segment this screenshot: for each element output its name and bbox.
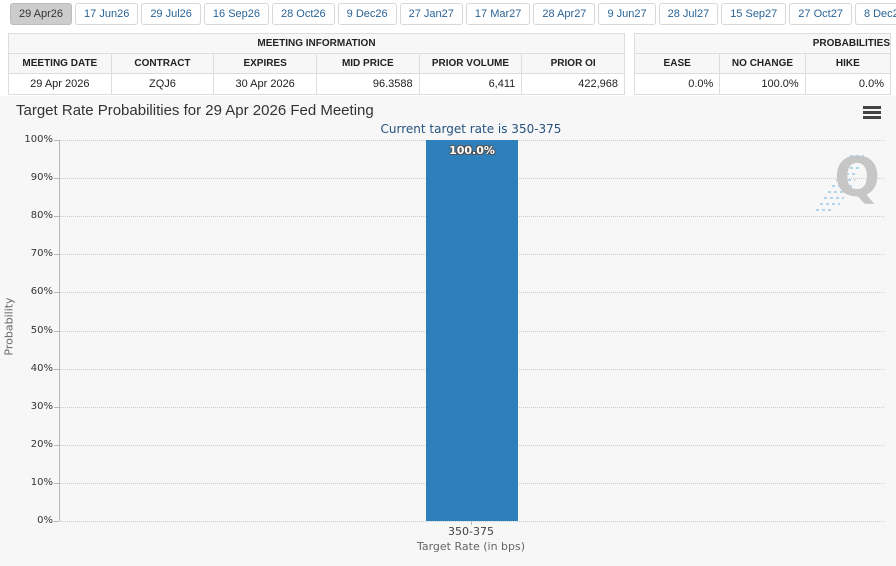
x-category-label-350-375: 350-375 <box>448 525 494 538</box>
chart-title: Target Rate Probabilities for 29 Apr 202… <box>16 102 374 119</box>
y-tick-mark <box>54 521 59 522</box>
tab-17-mar27[interactable]: 17 Mar27 <box>465 3 531 25</box>
probabilities-table: PROBABILITIES EASE NO CHANGE HIKE 0.0% 100.… <box>633 33 892 95</box>
meeting-information-cell-0: 29 Apr 2026 <box>8 73 112 95</box>
y-tick-mark <box>54 254 59 256</box>
y-tick-label-40%: 40% <box>30 362 53 374</box>
y-tick-mark <box>54 178 59 180</box>
y-tick-label-0%: 0% <box>37 515 53 526</box>
y-tick-mark <box>54 216 59 218</box>
meeting-information-cell-5: 422,968 <box>521 73 625 95</box>
y-tick-label-100%: 100% <box>24 134 53 145</box>
meeting-information-header-4: PRIOR VOLUME <box>418 53 523 74</box>
meeting-information-cell-4: 6,411 <box>418 73 523 95</box>
meeting-information-cell-1: ZQJ6 <box>110 73 215 95</box>
bar-value-label: 100.0% <box>449 144 495 157</box>
meeting-information-header-1: CONTRACT <box>110 53 215 74</box>
meeting-information-cell-3: 96.3588 <box>315 73 420 95</box>
y-tick-label-30%: 30% <box>30 400 53 412</box>
y-tick-mark <box>54 406 59 408</box>
tab-28-jul27[interactable]: 28 Jul27 <box>658 3 719 25</box>
probabilities-row: 0.0% 100.0% 0.0% <box>633 73 892 95</box>
meeting-date-tabs: 29 Apr26 17 Jun26 29 Jul26 16 Sep26 28 Oct26… <box>10 3 896 25</box>
probabilities-cell-0: 0.0% <box>633 73 721 95</box>
tab-28-apr27[interactable]: 28 Apr27 <box>533 3 596 25</box>
tab-9-jun27[interactable]: 9 Jun27 <box>598 3 656 25</box>
summary-tables: MEETING INFORMATION MEETING DATE CONTRACT… <box>8 33 892 95</box>
probabilities-title: PROBABILITIES <box>634 33 891 54</box>
meeting-information-header-5: PRIOR OI <box>521 53 625 74</box>
tab-17-jun26[interactable]: 17 Jun26 <box>75 3 139 25</box>
tab-15-sep27[interactable]: 15 Sep27 <box>721 3 787 25</box>
y-tick-mark <box>54 368 59 370</box>
hamburger-menu-icon[interactable] <box>862 105 882 121</box>
y-tick-mark <box>54 482 59 484</box>
meeting-information-table: MEETING INFORMATION MEETING DATE CONTRACT… <box>8 33 625 95</box>
meeting-information-row: 29 Apr 2026 ZQJ6 30 Apr 2026 96.3588 6,411 42… <box>8 73 625 95</box>
y-tick-mark <box>54 444 59 446</box>
tab-16-sep26[interactable]: 16 Sep26 <box>203 3 270 25</box>
y-tick-mark <box>54 330 59 332</box>
target-rate-probability-chart: Target Rate Probabilities for 29 Apr 202… <box>0 96 896 566</box>
y-tick-label-50%: 50% <box>30 324 53 336</box>
probabilities-cell-2: 0.0% <box>804 73 892 95</box>
chart-subtitle: Current target rate is 350-375 <box>380 122 562 136</box>
meeting-information-title: MEETING INFORMATION <box>8 33 625 54</box>
probabilities-columns: EASE NO CHANGE HIKE <box>633 53 892 74</box>
tab-29-apr26[interactable]: 29 Apr26 <box>10 3 73 25</box>
probabilities-header-1: NO CHANGE <box>719 53 806 74</box>
probabilities-header-2: HIKE <box>804 53 892 74</box>
tab-8-dec27[interactable]: 8 Dec27 <box>854 3 896 25</box>
x-axis-title: Target Rate (in bps) <box>416 540 526 553</box>
y-tick-label-90%: 90% <box>30 172 53 184</box>
x-axis-category-labels: 350-375 <box>59 525 883 538</box>
y-tick-label-80%: 80% <box>30 210 53 222</box>
meeting-information-header-3: MID PRICE <box>315 53 420 74</box>
x-tick-mark <box>471 521 472 525</box>
tab-9-dec26[interactable]: 9 Dec26 <box>337 3 397 25</box>
meeting-information-cell-2: 30 Apr 2026 <box>213 73 317 95</box>
bar-350-375[interactable] <box>426 140 518 521</box>
y-tick-label-20%: 20% <box>30 438 53 450</box>
probabilities-cell-1: 100.0% <box>719 73 806 95</box>
probabilities-header-0: EASE <box>633 53 721 74</box>
tab-27-oct27[interactable]: 27 Oct27 <box>789 3 852 25</box>
y-tick-label-60%: 60% <box>30 286 53 298</box>
meeting-information-columns: MEETING DATE CONTRACT EXPIRES MID PRICE PRIO… <box>8 53 625 74</box>
y-tick-label-10%: 10% <box>30 476 53 488</box>
y-tick-label-70%: 70% <box>30 248 53 260</box>
tab-28-oct26[interactable]: 28 Oct26 <box>272 3 335 25</box>
plot-area: 100.0% <box>59 140 884 522</box>
tab-27-jan27[interactable]: 27 Jan27 <box>399 3 463 25</box>
gridline-0% <box>60 521 884 522</box>
meeting-information-header-2: EXPIRES <box>213 53 317 74</box>
y-tick-mark <box>54 140 59 141</box>
tab-29-jul26[interactable]: 29 Jul26 <box>141 3 201 25</box>
y-tick-mark <box>54 292 59 294</box>
meeting-information-header-0: MEETING DATE <box>8 53 112 74</box>
